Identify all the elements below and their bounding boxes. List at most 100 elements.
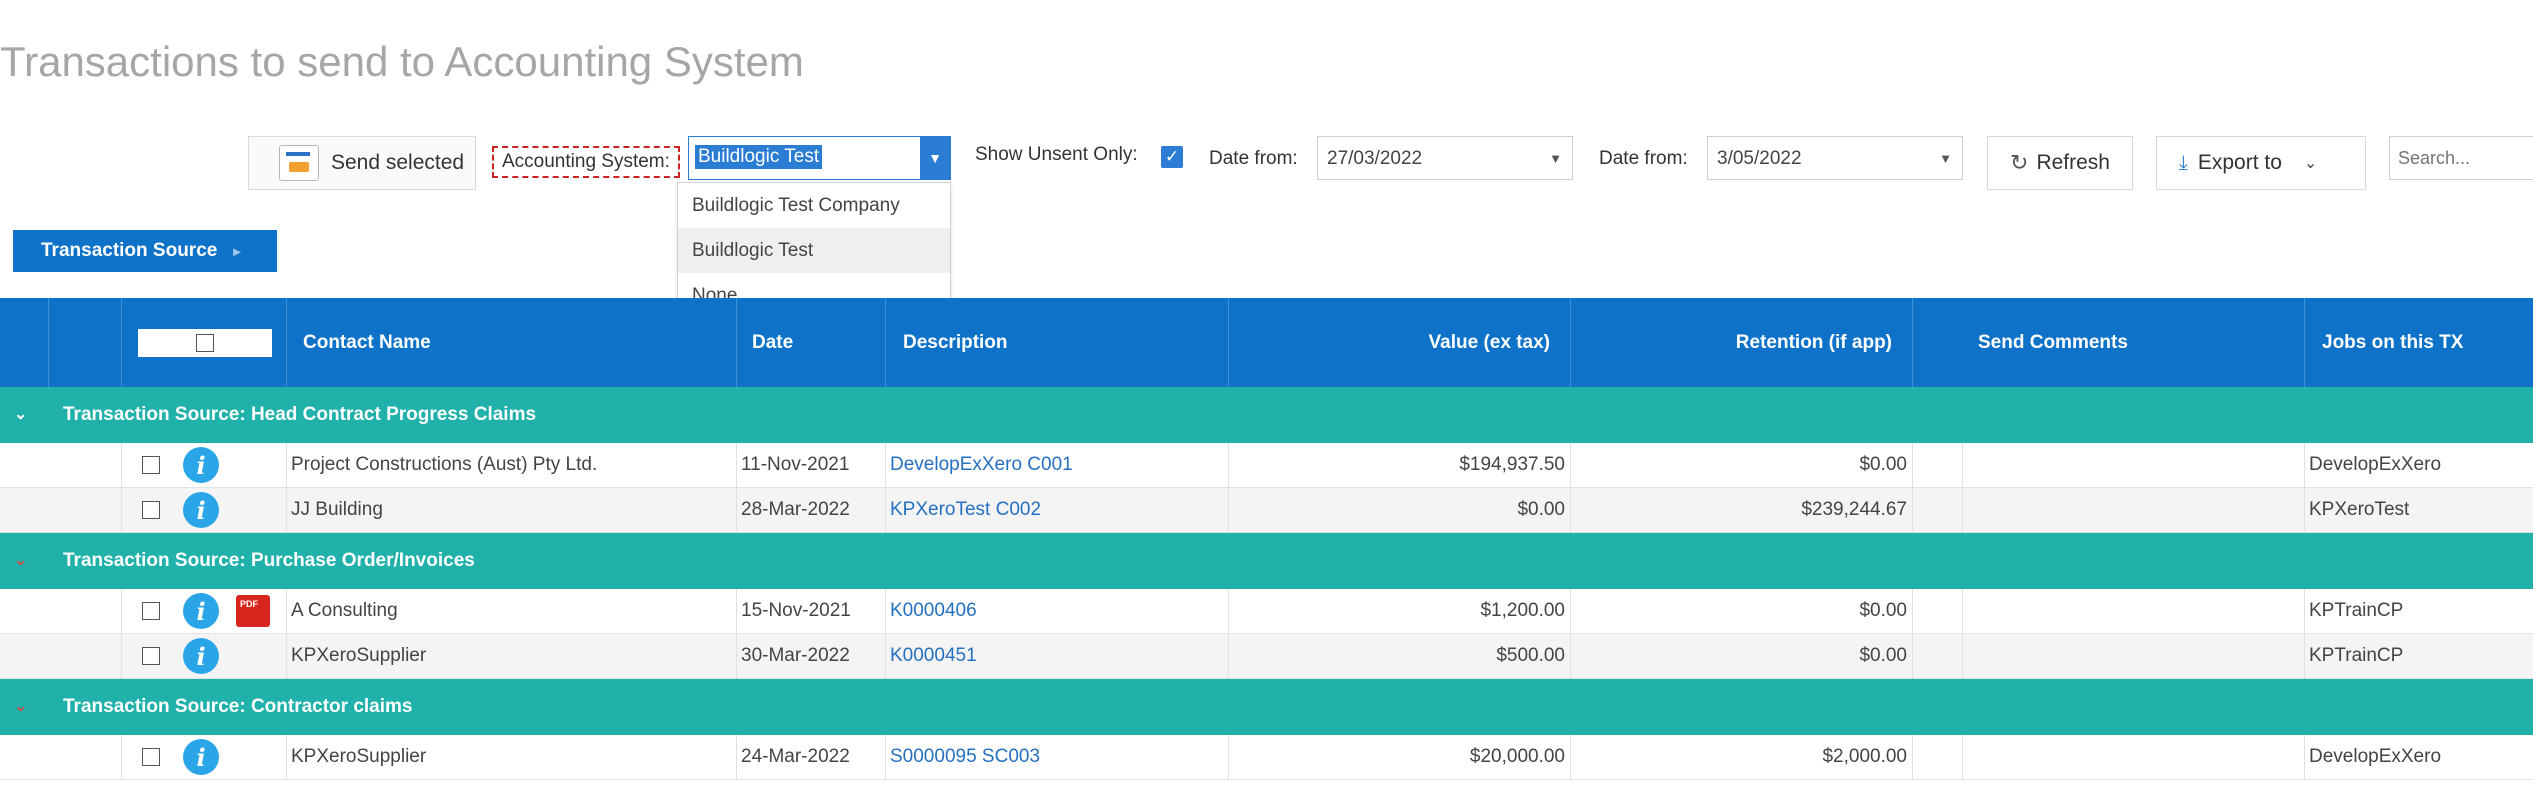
date-to-value: 3/05/2022 — [1717, 148, 1802, 169]
chevron-down-icon: ⌄ — [2303, 155, 2318, 172]
table-row[interactable]: i KPXeroSupplier 24-Mar-2022 S0000095 SC… — [0, 735, 2533, 780]
table-row[interactable]: i JJ Building 28-Mar-2022 KPXeroTest C00… — [0, 488, 2533, 533]
refresh-label: Refresh — [2036, 151, 2110, 174]
row-date: 15-Nov-2021 — [741, 600, 851, 621]
value-cell: $0.00 — [1517, 499, 1565, 520]
jobs-cell: KPTrainCP — [2309, 645, 2404, 666]
dropdown-option-selected[interactable]: Buildlogic Test — [678, 228, 950, 273]
info-icon[interactable]: i — [183, 638, 219, 674]
jobs-cell: KPXeroTest — [2309, 499, 2410, 520]
accounting-system-dropdown: Buildlogic Test Company Buildlogic Test … — [677, 182, 951, 319]
chevron-down-icon[interactable]: ⌄ — [14, 406, 28, 423]
send-selected-button[interactable]: Send selected — [248, 136, 476, 190]
row-date: 28-Mar-2022 — [741, 499, 850, 520]
jobs-cell: KPTrainCP — [2309, 600, 2404, 621]
group-row[interactable]: ⌄ Transaction Source: Contractor claims — [0, 679, 2533, 735]
export-button[interactable]: ⤓ Export to ⌄ — [2156, 136, 2366, 190]
info-icon[interactable]: i — [183, 447, 219, 483]
description-link[interactable]: K0000406 — [890, 600, 977, 621]
row-checkbox[interactable] — [142, 501, 160, 519]
column-header-contact[interactable]: Contact Name — [303, 331, 431, 353]
sort-arrow-icon: ▸ — [233, 242, 241, 259]
group-row[interactable]: ⌄ Transaction Source: Head Contract Prog… — [0, 387, 2533, 443]
row-date: 11-Nov-2021 — [741, 454, 850, 475]
date-to-picker[interactable]: 3/05/2022 ▼ — [1707, 136, 1963, 180]
retention-cell: $0.00 — [1859, 600, 1907, 621]
value-cell: $1,200.00 — [1480, 600, 1565, 621]
checkmark-icon: ✓ — [1164, 147, 1180, 166]
show-unsent-label: Show Unsent Only: — [975, 144, 1138, 165]
refresh-button[interactable]: ↻ Refresh — [1987, 136, 2133, 190]
chevron-down-icon[interactable]: ⌄ — [14, 552, 28, 569]
value-cell: $20,000.00 — [1469, 746, 1565, 767]
description-link[interactable]: S0000095 SC003 — [890, 746, 1041, 767]
chevron-down-icon[interactable]: ▼ — [1939, 151, 1952, 166]
date-to-label: Date from: — [1599, 148, 1688, 169]
column-header-retention[interactable]: Retention (if app) — [1735, 331, 1892, 353]
group-title: Transaction Source: Contractor claims — [63, 696, 413, 717]
row-checkbox[interactable] — [142, 602, 160, 620]
chevron-down-icon[interactable]: ▼ — [1549, 151, 1562, 166]
description-link[interactable]: KPXeroTest C002 — [890, 499, 1042, 520]
table-row[interactable]: i KPXeroSupplier 30-Mar-2022 K0000451 $5… — [0, 634, 2533, 679]
date-from-picker[interactable]: 27/03/2022 ▼ — [1317, 136, 1573, 180]
download-icon: ⤓ — [2179, 151, 2188, 174]
jobs-cell: DevelopExXero — [2309, 746, 2442, 767]
description-link[interactable]: K0000451 — [890, 645, 977, 666]
description-link[interactable]: DevelopExXero C001 — [890, 454, 1073, 475]
date-from-value: 27/03/2022 — [1327, 148, 1423, 169]
column-header-jobs[interactable]: Jobs on this TX — [2322, 331, 2464, 353]
transactions-grid: Contact Name Date Description Value (ex … — [0, 298, 2533, 780]
table-row[interactable]: i Project Constructions (Aust) Pty Ltd. … — [0, 443, 2533, 488]
info-icon[interactable]: i — [183, 739, 219, 775]
info-icon[interactable]: i — [183, 593, 219, 629]
group-title: Transaction Source: Head Contract Progre… — [63, 404, 537, 425]
row-checkbox[interactable] — [142, 748, 160, 766]
refresh-icon: ↻ — [2010, 150, 2029, 175]
date-from-label: Date from: — [1209, 148, 1298, 169]
page-title: Transactions to send to Accounting Syste… — [0, 38, 804, 85]
contact-name: Project Constructions (Aust) Pty Ltd. — [291, 454, 598, 475]
send-selected-label: Send selected — [331, 151, 465, 174]
column-header-description[interactable]: Description — [903, 331, 1008, 353]
grid-header: Contact Name Date Description Value (ex … — [0, 298, 2533, 387]
accounting-system-label: Accounting System: — [492, 146, 680, 178]
contact-name: A Consulting — [291, 600, 398, 621]
select-all-checkbox[interactable] — [196, 334, 214, 352]
retention-cell: $0.00 — [1859, 454, 1907, 475]
column-header-comments[interactable]: Send Comments — [1978, 331, 2128, 353]
group-by-label: Transaction Source — [41, 240, 218, 261]
accounting-system-select[interactable]: Buildlogic Test ▼ — [688, 136, 951, 180]
retention-cell: $239,244.67 — [1801, 499, 1907, 520]
value-cell: $194,937.50 — [1459, 454, 1565, 475]
retention-cell: $2,000.00 — [1822, 746, 1907, 767]
dropdown-option[interactable]: Buildlogic Test Company — [692, 195, 900, 216]
row-date: 24-Mar-2022 — [741, 746, 850, 767]
contact-name: JJ Building — [291, 499, 383, 520]
show-unsent-checkbox[interactable]: ✓ — [1161, 146, 1183, 168]
contact-name: KPXeroSupplier — [291, 746, 427, 767]
row-checkbox[interactable] — [142, 647, 160, 665]
contact-name: KPXeroSupplier — [291, 645, 427, 666]
group-row[interactable]: ⌄ Transaction Source: Purchase Order/Inv… — [0, 533, 2533, 589]
column-header-date[interactable]: Date — [752, 331, 794, 353]
group-title: Transaction Source: Purchase Order/Invoi… — [63, 550, 475, 571]
dropdown-arrow-icon[interactable]: ▼ — [920, 137, 950, 179]
jobs-cell: DevelopExXero — [2309, 454, 2442, 475]
row-date: 30-Mar-2022 — [741, 645, 850, 666]
value-cell: $500.00 — [1496, 645, 1565, 666]
column-header-value[interactable]: Value (ex tax) — [1428, 331, 1550, 353]
select-all-area[interactable] — [138, 329, 272, 357]
search-field[interactable] — [2389, 136, 2533, 180]
group-by-chip[interactable]: Transaction Source ▸ — [13, 230, 277, 272]
table-row[interactable]: i PDF A Consulting 15-Nov-2021 K0000406 … — [0, 589, 2533, 634]
info-icon[interactable]: i — [183, 492, 219, 528]
export-label: Export to — [2197, 151, 2282, 174]
row-checkbox[interactable] — [142, 456, 160, 474]
retention-cell: $0.00 — [1859, 645, 1907, 666]
send-icon — [279, 145, 319, 181]
search-input[interactable] — [2396, 137, 2533, 179]
accounting-system-value: Buildlogic Test — [695, 145, 823, 169]
pdf-file-icon[interactable]: PDF — [236, 595, 270, 627]
chevron-down-icon[interactable]: ⌄ — [14, 698, 28, 715]
